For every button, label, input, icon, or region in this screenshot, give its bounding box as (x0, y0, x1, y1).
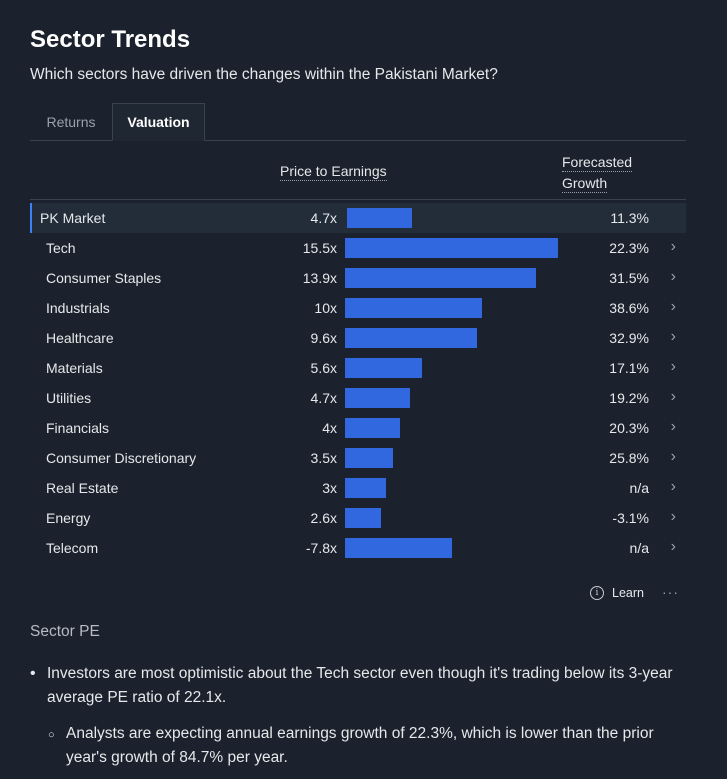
insight-text: Investors are most optimistic about the … (47, 665, 673, 706)
learn-link[interactable]: i Learn (590, 586, 644, 600)
chevron-right-icon: › (670, 478, 676, 495)
column-header-pe[interactable]: Price to Earnings (280, 163, 387, 181)
pe-value: 15.5x (302, 240, 337, 256)
column-header-growth[interactable]: Forecasted Growth (562, 152, 633, 194)
table-row[interactable]: Consumer Staples 13.9x 31.5% › (30, 263, 686, 293)
column-header-pe-label: Price to Earnings (280, 163, 387, 181)
table-row[interactable]: Energy 2.6x -3.1% › (30, 503, 686, 533)
chevron-right-icon: › (670, 388, 676, 405)
table-row[interactable]: Utilities 4.7x 19.2% › (30, 383, 686, 413)
tab-bar: Returns Valuation (30, 103, 686, 141)
pe-bar (345, 328, 477, 348)
growth-value: 17.1% (609, 360, 649, 376)
growth-value: n/a (629, 480, 649, 496)
table-row[interactable]: Telecom -7.8x n/a › (30, 533, 686, 563)
pe-value: -7.8x (305, 540, 337, 556)
table-row[interactable]: Tech 15.5x 22.3% › (30, 233, 686, 263)
sector-name: Healthcare (46, 330, 114, 346)
growth-value: 32.9% (609, 330, 649, 346)
pe-value: 3x (322, 480, 337, 496)
chevron-right-icon: › (670, 238, 676, 255)
growth-value: -3.1% (612, 510, 649, 526)
growth-value: n/a (629, 540, 649, 556)
pe-value: 4x (322, 420, 337, 436)
pe-value: 9.6x (310, 330, 337, 346)
bullet-circle-icon: ○ (48, 729, 55, 741)
insight-sub-bullet: ○ Analysts are expecting annual earnings… (48, 722, 688, 770)
pe-value: 3.5x (310, 450, 337, 466)
pe-bar (345, 238, 558, 258)
pe-bar (347, 208, 412, 228)
sector-name: Telecom (46, 540, 99, 556)
pe-value: 10x (314, 300, 337, 316)
section-title: Sector PE (30, 623, 100, 640)
table-row[interactable]: Healthcare 9.6x 32.9% › (30, 323, 686, 353)
chevron-right-icon: › (670, 328, 676, 345)
chevron-right-icon: › (670, 418, 676, 435)
growth-value: 22.3% (609, 240, 649, 256)
sector-name: Energy (46, 510, 91, 526)
chevron-right-icon: › (670, 268, 676, 285)
pe-bar (345, 358, 422, 378)
bullet-dot-icon: • (30, 665, 36, 682)
page-title: Sector Trends (30, 26, 191, 53)
pe-value: 5.6x (310, 360, 337, 376)
sector-name: Tech (46, 240, 76, 256)
insight-sub-text: Analysts are expecting annual earnings g… (66, 725, 654, 766)
sector-name: Utilities (46, 390, 92, 406)
insight-bullet: • Investors are most optimistic about th… (30, 662, 680, 710)
pe-bar (345, 418, 400, 438)
sector-name: PK Market (40, 210, 106, 226)
sector-name: Materials (46, 360, 103, 376)
pe-value: 4.7x (310, 390, 337, 406)
pe-value: 13.9x (302, 270, 337, 286)
growth-value: 11.3% (610, 210, 649, 226)
table-row-market: PK Market 4.7x 11.3% (30, 203, 686, 233)
pe-value: 4.7x (310, 210, 337, 226)
sector-name: Industrials (46, 300, 110, 316)
growth-value: 31.5% (609, 270, 649, 286)
tab-returns[interactable]: Returns (46, 114, 96, 130)
chevron-right-icon: › (670, 508, 676, 525)
growth-value: 38.6% (609, 300, 649, 316)
more-options-button[interactable]: ··· (662, 584, 679, 600)
column-header-growth-line1: Forecasted (562, 154, 633, 172)
growth-value: 19.2% (609, 390, 649, 406)
sector-name: Consumer Discretionary (46, 450, 197, 466)
growth-value: 25.8% (609, 450, 649, 466)
table-row[interactable]: Consumer Discretionary 3.5x 25.8% › (30, 443, 686, 473)
sector-name: Real Estate (46, 480, 119, 496)
pe-bar (345, 298, 482, 318)
sector-name: Consumer Staples (46, 270, 162, 286)
table-row[interactable]: Materials 5.6x 17.1% › (30, 353, 686, 383)
pe-value: 2.6x (310, 510, 337, 526)
info-circle-icon: i (590, 586, 604, 600)
chevron-right-icon: › (670, 448, 676, 465)
table-row[interactable]: Financials 4x 20.3% › (30, 413, 686, 443)
sector-name: Financials (46, 420, 110, 436)
sector-table: PK Market 4.7x 11.3% Tech 15.5x 22.3% › Consume… (30, 203, 686, 563)
header-divider (30, 199, 686, 200)
pe-bar (345, 268, 536, 288)
growth-value: 20.3% (609, 420, 649, 436)
chevron-right-icon: › (670, 538, 676, 555)
learn-label: Learn (612, 586, 644, 600)
table-row[interactable]: Industrials 10x 38.6% › (30, 293, 686, 323)
column-header-growth-line2: Growth (562, 175, 608, 193)
pe-bar (345, 478, 386, 498)
chevron-right-icon: › (670, 298, 676, 315)
page-subtitle: Which sectors have driven the changes wi… (30, 66, 498, 83)
pe-bar (345, 538, 452, 558)
pe-bar (345, 508, 381, 528)
table-row[interactable]: Real Estate 3x n/a › (30, 473, 686, 503)
pe-bar (345, 388, 410, 408)
pe-bar (345, 448, 393, 468)
tab-valuation[interactable]: Valuation (112, 103, 205, 141)
chevron-right-icon: › (670, 358, 676, 375)
